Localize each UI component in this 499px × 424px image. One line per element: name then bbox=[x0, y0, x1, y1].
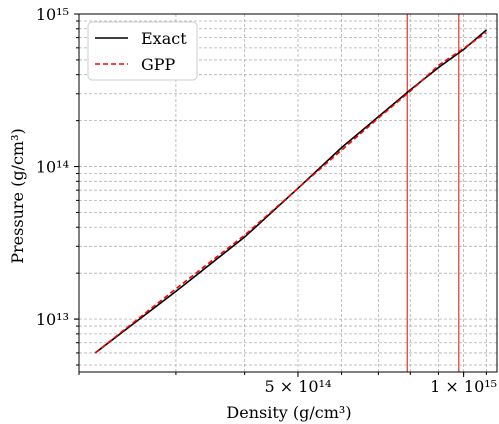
y-tick-label: 10¹⁴ bbox=[36, 158, 69, 177]
legend-label-gpp: GPP bbox=[141, 55, 176, 74]
legend-box bbox=[87, 21, 198, 81]
series-line-gpp bbox=[94, 31, 487, 354]
legend: Exact GPP bbox=[87, 21, 198, 81]
y-tick-label: 10¹⁵ bbox=[36, 5, 69, 24]
plot-frame bbox=[78, 13, 498, 373]
series-lines bbox=[94, 29, 487, 354]
series-line-exact bbox=[94, 29, 487, 354]
y-tick-label: 10¹³ bbox=[36, 310, 69, 329]
y-axis-label: Pressure (g/cm³) bbox=[8, 128, 27, 263]
x-tick-label: 1 × 10¹⁵ bbox=[430, 377, 497, 396]
vertical-lines bbox=[406, 14, 460, 372]
legend-label-exact: Exact bbox=[141, 29, 187, 48]
x-axis-label: Density (g/cm³) bbox=[226, 403, 351, 422]
x-tick-label: 5 × 10¹⁴ bbox=[264, 377, 331, 396]
ticks: 10¹³ 10¹⁴ 10¹⁵ 5 × 10¹⁴ 1 × 10¹⁵ bbox=[36, 5, 497, 396]
